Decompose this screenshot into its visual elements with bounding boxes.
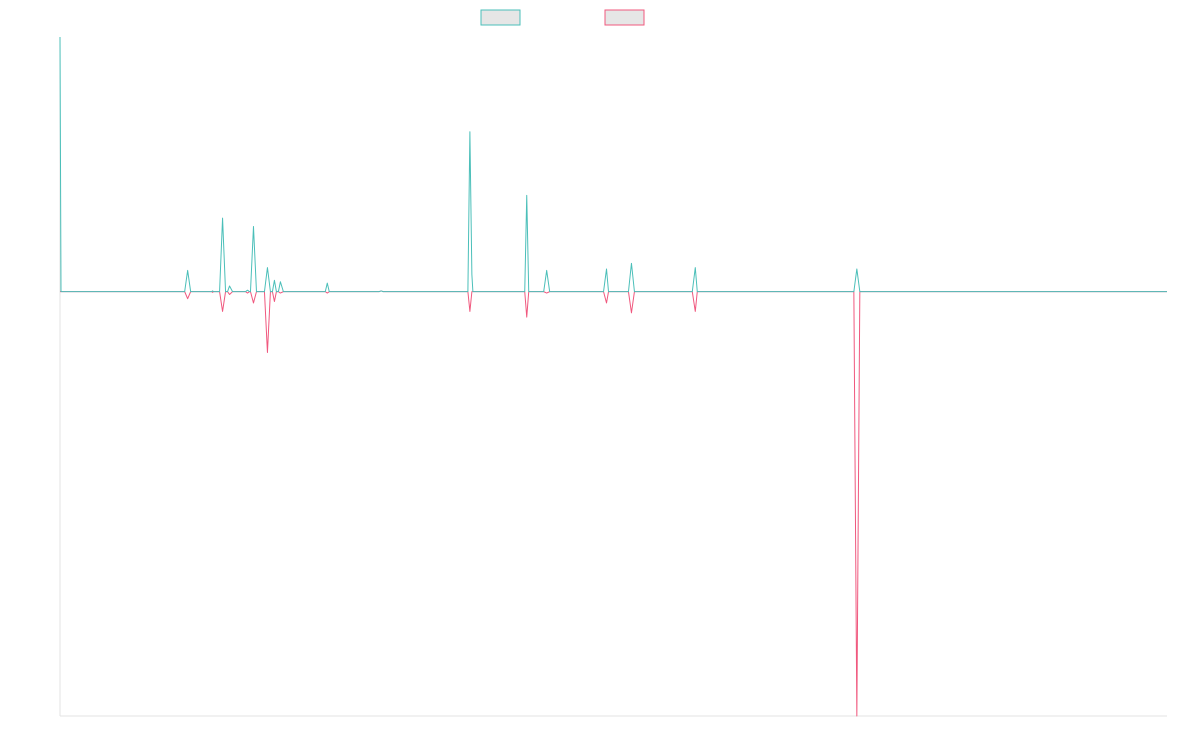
chart-legend[interactable]: [480, 9, 645, 26]
legend-swatch-2[interactable]: [604, 9, 645, 26]
legend-item-1[interactable]: [480, 9, 521, 26]
series-line-2: [60, 290, 1167, 717]
series-line-1: [59, 36, 1167, 293]
legend-swatch-1[interactable]: [480, 9, 521, 26]
chart-series-group: [59, 36, 1167, 717]
chart-axes: [59, 37, 1167, 717]
legend-item-2[interactable]: [604, 9, 645, 26]
